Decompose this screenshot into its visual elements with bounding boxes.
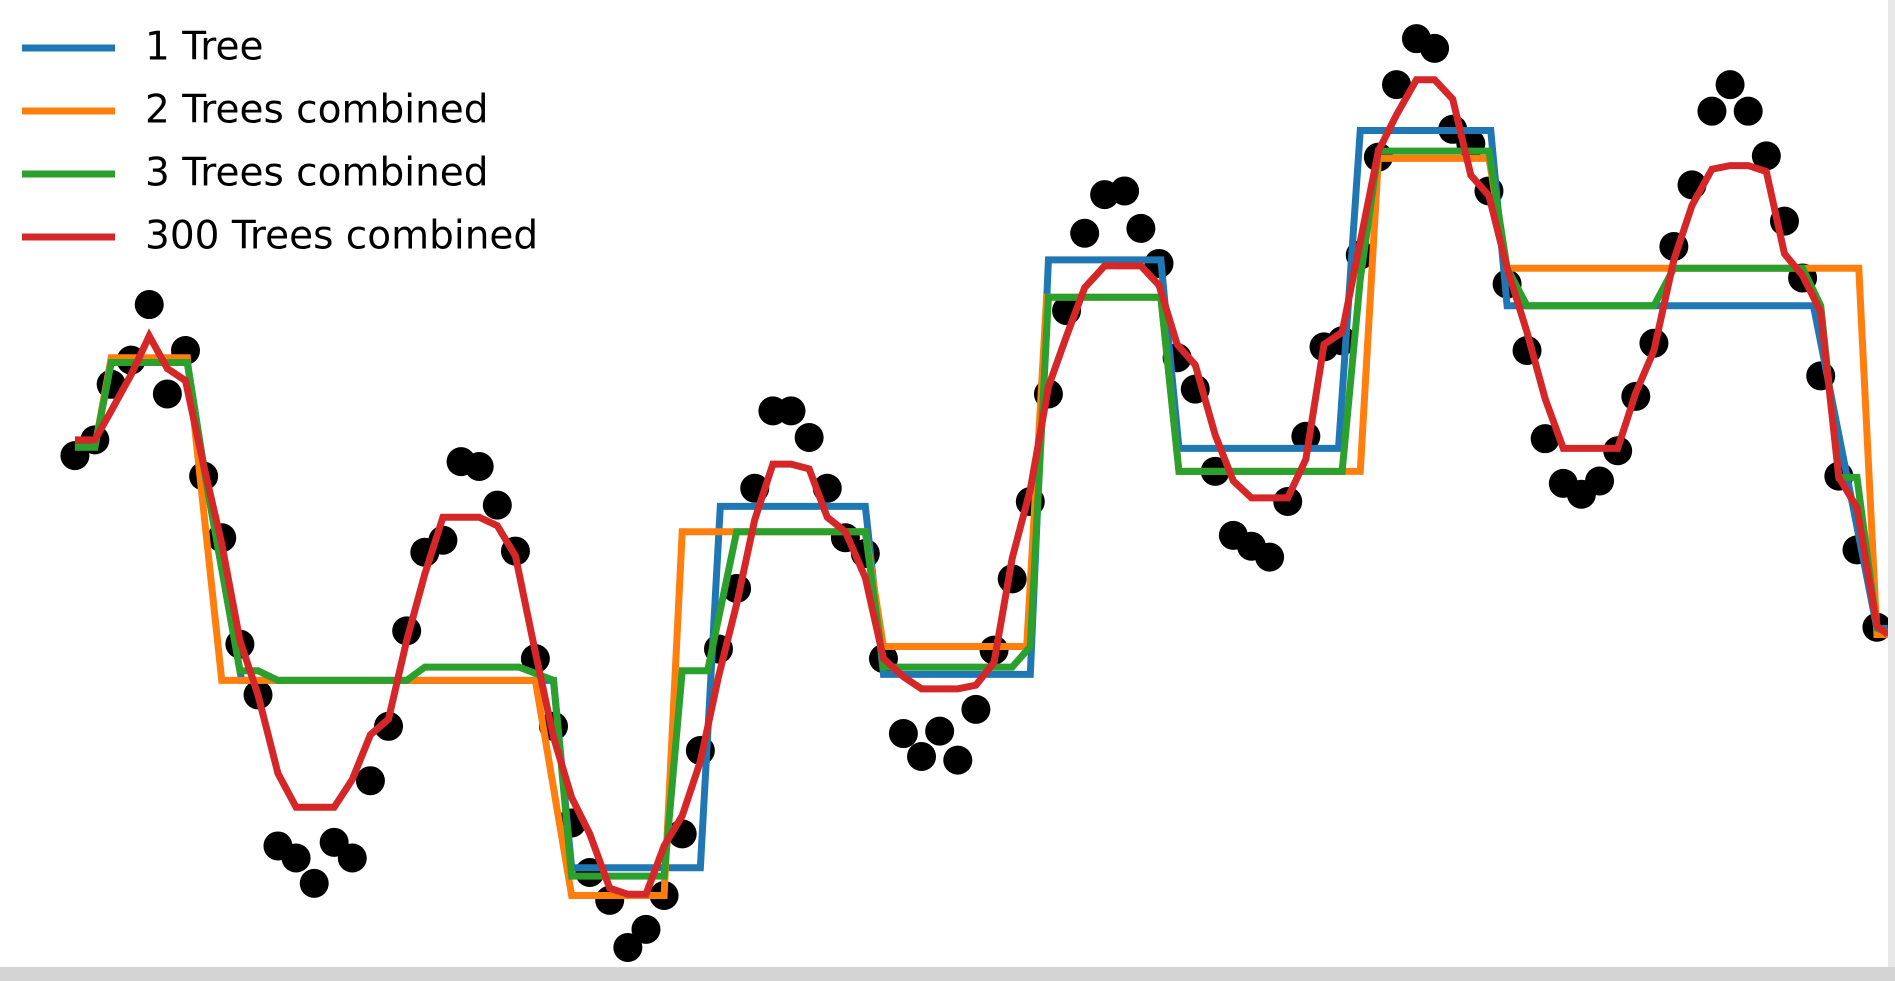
legend: 1 Tree 2 Trees combined 3 Trees combined 30… — [22, 25, 538, 259]
data-point — [464, 451, 494, 481]
data-point — [1110, 176, 1140, 206]
data-point — [482, 490, 512, 520]
legend-label: 2 Trees combined — [145, 88, 489, 133]
data-point — [776, 396, 806, 426]
data-point — [888, 719, 918, 749]
data-point — [961, 694, 991, 724]
data-point — [337, 843, 367, 873]
data-point — [1733, 96, 1763, 126]
line-layer — [74, 76, 1890, 899]
data-point — [281, 843, 311, 873]
data-point — [1382, 70, 1412, 100]
data-point — [152, 379, 182, 409]
data-point — [943, 745, 973, 775]
data-point — [1273, 487, 1303, 517]
data-point — [794, 422, 824, 452]
data-point — [1255, 542, 1285, 572]
vertical-scrollbar[interactable] — [1888, 0, 1895, 967]
data-point — [907, 742, 937, 772]
legend-label: 300 Trees combined — [145, 214, 538, 259]
data-point — [134, 290, 164, 320]
data-point — [1126, 213, 1156, 243]
data-point — [1715, 70, 1745, 100]
horizontal-scrollbar[interactable] — [0, 967, 1895, 981]
data-point — [1697, 96, 1727, 126]
legend-label: 1 Tree — [145, 25, 263, 70]
data-point — [613, 932, 643, 962]
data-point — [355, 766, 385, 796]
data-point — [299, 868, 329, 898]
legend-label: 3 Trees combined — [145, 151, 489, 196]
data-point — [1070, 218, 1100, 248]
data-point — [1585, 466, 1615, 496]
data-point — [1530, 424, 1560, 454]
data-point — [925, 716, 955, 746]
series-line — [74, 147, 1889, 880]
data-point — [1751, 141, 1781, 171]
data-point — [631, 914, 661, 944]
data-point — [374, 711, 404, 741]
data-point — [1420, 33, 1450, 63]
series-line — [74, 76, 1890, 898]
